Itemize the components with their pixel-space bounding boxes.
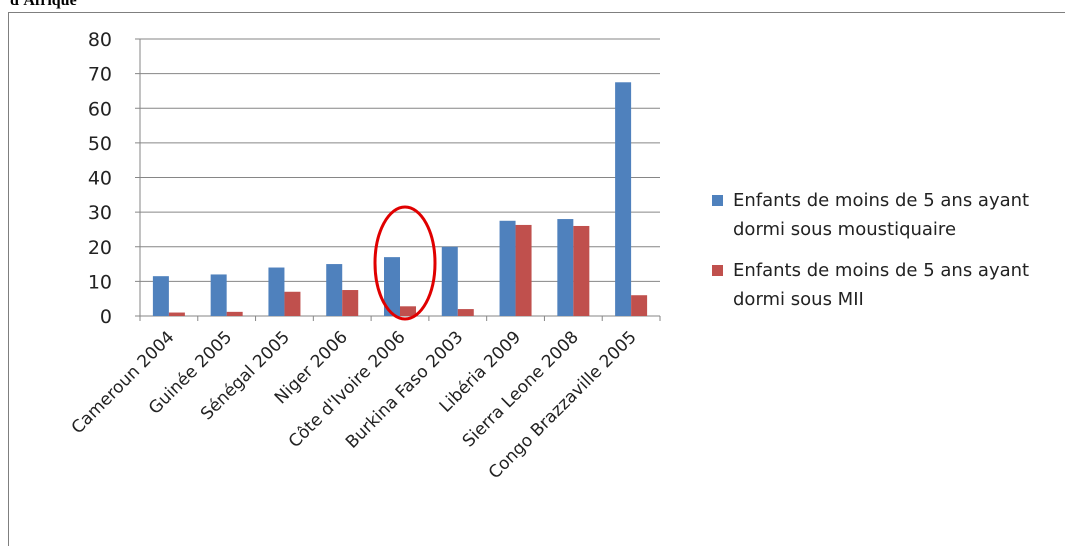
y-tick-label: 80 (88, 29, 112, 51)
legend-item: Enfants de moins de 5 ans ayant dormi so… (712, 256, 1062, 314)
bar (326, 264, 343, 316)
bar (342, 290, 359, 316)
bar (226, 311, 243, 316)
legend-swatch (712, 195, 723, 206)
legend-item: Enfants de moins de 5 ans ayant dormi so… (712, 186, 1062, 244)
bar (152, 276, 169, 316)
chart-title: d'Afrique (10, 0, 77, 9)
y-tick-label: 30 (88, 202, 112, 224)
y-tick-label: 70 (88, 64, 112, 86)
legend-label: Enfants de moins de 5 ans ayant dormi so… (733, 190, 1030, 240)
y-tick-label: 10 (88, 271, 112, 293)
highlight-ellipse (373, 205, 437, 321)
bar (268, 267, 285, 316)
bar (573, 225, 590, 316)
bar (168, 312, 185, 316)
y-tick-label: 20 (88, 237, 112, 259)
bar (284, 291, 301, 316)
y-tick-label: 40 (88, 168, 112, 190)
chart-border (8, 12, 1065, 546)
bar (457, 309, 474, 316)
legend: Enfants de moins de 5 ans ayant dormi so… (712, 186, 1062, 326)
x-tick-label: Cameroun 2004 (68, 327, 179, 438)
bar (557, 219, 574, 316)
y-tick-label: 60 (88, 98, 112, 120)
y-tick-label: 0 (100, 306, 112, 328)
bar (400, 306, 416, 316)
bar (384, 257, 400, 316)
bar (515, 224, 532, 316)
legend-label: Enfants de moins de 5 ans ayant dormi so… (733, 260, 1030, 310)
bar (210, 274, 227, 316)
bar (499, 220, 516, 316)
y-tick-label: 50 (88, 133, 112, 155)
legend-swatch (712, 265, 723, 276)
bar (441, 246, 458, 316)
bar (615, 82, 632, 316)
bar (631, 295, 648, 316)
